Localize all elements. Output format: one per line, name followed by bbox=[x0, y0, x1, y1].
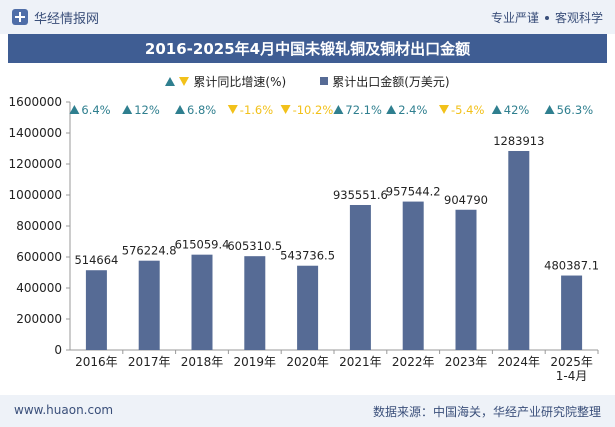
top-bar: 华经情报网 专业严谨 客观科学 bbox=[0, 0, 615, 34]
bar-value-label: 576224.8 bbox=[122, 244, 177, 258]
growth-label: 56.3% bbox=[557, 103, 594, 117]
legend-growth: 累计同比增速(%) bbox=[165, 73, 286, 90]
bar bbox=[349, 204, 371, 350]
growth-label: 72.1% bbox=[345, 103, 382, 117]
separator-dot-icon bbox=[544, 15, 549, 20]
growth-label: 12% bbox=[134, 103, 160, 117]
bar-value-label: 1283913 bbox=[493, 134, 544, 148]
growth-label: -10.2% bbox=[293, 103, 334, 117]
bar-value-label: 615059.4 bbox=[175, 238, 230, 252]
x-tick-label: 2016年 bbox=[75, 355, 118, 369]
y-tick-label: 800000 bbox=[16, 219, 62, 233]
legend-growth-label: 累计同比增速(%) bbox=[193, 74, 287, 89]
footer-bar: www.huaon.com 数据来源：中国海关，华经产业研究院整理 bbox=[0, 395, 615, 427]
growth-label: -5.4% bbox=[451, 103, 484, 117]
bar bbox=[402, 201, 424, 350]
bar-value-label: 480387.1 bbox=[544, 259, 599, 273]
bar bbox=[455, 209, 477, 350]
brand: 华经情报网 bbox=[12, 8, 100, 27]
growth-label: 6.4% bbox=[81, 103, 110, 117]
growth-up-marker bbox=[544, 105, 555, 114]
x-tick-label: 1-4月 bbox=[556, 369, 588, 383]
legend-export: 累计出口金额(万美元) bbox=[320, 73, 450, 90]
brand-logo-icon bbox=[12, 9, 28, 25]
bar-value-label: 935551.6 bbox=[333, 188, 388, 202]
bar bbox=[138, 260, 160, 350]
y-tick-label: 400000 bbox=[16, 281, 62, 295]
bar-value-label: 957544.2 bbox=[386, 185, 441, 199]
growth-down-marker bbox=[227, 105, 238, 114]
y-tick-label: 1200000 bbox=[9, 157, 62, 171]
bar-value-label: 904790 bbox=[444, 193, 488, 207]
x-tick-label: 2018年 bbox=[181, 355, 224, 369]
y-tick-label: 600000 bbox=[16, 250, 62, 264]
triangle-up-icon bbox=[165, 76, 176, 86]
y-tick-label: 1000000 bbox=[9, 188, 62, 202]
bar-value-label: 514664 bbox=[74, 253, 118, 267]
footer-website: www.huaon.com bbox=[14, 403, 114, 417]
x-tick-label: 2019年 bbox=[234, 355, 277, 369]
y-tick-label: 1400000 bbox=[9, 126, 62, 140]
chart-legend: 累计同比增速(%) 累计出口金额(万美元) bbox=[0, 71, 615, 91]
growth-up-marker bbox=[333, 105, 344, 114]
x-tick-label: 2017年 bbox=[128, 355, 171, 369]
legend-export-label: 累计出口金额(万美元) bbox=[332, 74, 450, 89]
bar-value-label: 605310.5 bbox=[227, 239, 282, 253]
growth-up-marker bbox=[386, 105, 397, 114]
growth-down-marker bbox=[439, 105, 449, 114]
bar bbox=[297, 265, 319, 350]
bar-value-label: 543736.5 bbox=[280, 249, 335, 263]
growth-up-marker bbox=[175, 105, 185, 114]
slogan-left: 专业严谨 bbox=[490, 11, 539, 25]
bar bbox=[191, 254, 213, 350]
x-tick-label: 2020年 bbox=[286, 355, 329, 369]
bar bbox=[85, 270, 107, 350]
growth-down-marker bbox=[280, 105, 291, 114]
growth-label: -1.6% bbox=[240, 103, 273, 117]
y-tick-label: 0 bbox=[54, 343, 62, 357]
x-tick-label: 2025年 bbox=[550, 355, 593, 369]
legend-bar-swatch bbox=[320, 77, 329, 85]
x-tick-label: 2021年 bbox=[339, 355, 382, 369]
x-tick-label: 2023年 bbox=[445, 355, 488, 369]
growth-label: 42% bbox=[504, 103, 530, 117]
y-tick-label: 200000 bbox=[16, 312, 62, 326]
growth-label: 6.8% bbox=[187, 103, 216, 117]
x-tick-label: 2022年 bbox=[392, 355, 435, 369]
footer-source: 数据来源：中国海关，华经产业研究院整理 bbox=[372, 405, 601, 419]
bar bbox=[244, 256, 266, 350]
growth-label: 2.4% bbox=[398, 103, 427, 117]
chart-title-bar: 2016-2025年4月中国未锻轧铜及铜材出口金额 bbox=[8, 34, 607, 63]
growth-up-marker bbox=[69, 105, 80, 114]
triangle-down-icon bbox=[179, 76, 190, 86]
brand-name: 华经情报网 bbox=[34, 11, 100, 27]
growth-up-marker bbox=[491, 105, 502, 114]
bar bbox=[508, 150, 530, 350]
growth-up-marker bbox=[122, 105, 133, 114]
chart-title: 2016-2025年4月中国未锻轧铜及铜材出口金额 bbox=[144, 40, 471, 58]
y-tick-label: 1600000 bbox=[9, 95, 62, 109]
slogan-right: 客观科学 bbox=[554, 11, 603, 25]
slogan: 专业严谨 客观科学 bbox=[491, 9, 603, 26]
x-tick-label: 2024年 bbox=[498, 355, 541, 369]
bar bbox=[561, 275, 583, 350]
